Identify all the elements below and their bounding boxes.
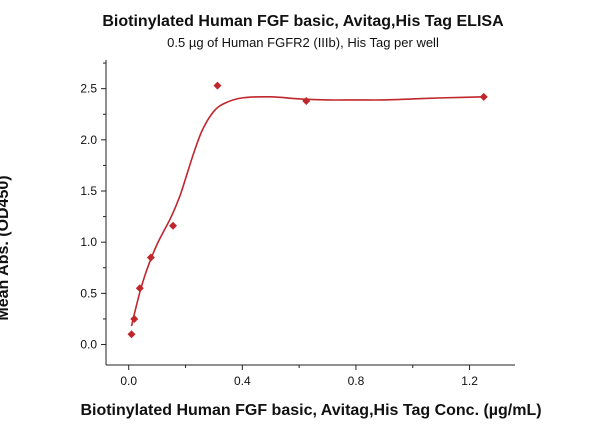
y-tick-label: 2.0 [80,133,97,147]
data-point [127,330,136,339]
chart-subtitle: 0.5 µg of Human FGFR2 (IIIb), His Tag pe… [167,35,439,50]
y-tick-label: 1.5 [80,184,97,198]
x-tick-label: 0.8 [348,374,365,388]
y-tick-label: 0.0 [80,338,97,352]
y-axis-title: Mean Abs. (OD450) [0,175,12,320]
data-point [146,253,155,262]
data-point [130,314,139,323]
data-point [479,92,488,101]
data-point [302,96,311,105]
fit-curve [130,95,484,327]
chart-title: Biotinylated Human FGF basic, Avitag,His… [102,13,504,30]
axes-layer: 0.0 0.5 1.0 1.5 2.0 2.5 0.0 0.4 0.8 1.2 [80,60,515,388]
fit-curve-layer [130,95,484,327]
y-tick-label: 0.5 [80,286,97,300]
y-tick-label: 1.0 [80,235,97,249]
x-tick-label: 0.4 [234,374,251,388]
data-point [169,221,178,230]
x-tick-label: 1.2 [461,374,478,388]
x-axis-title: Biotinylated Human FGF basic, Avitag,His… [80,402,541,419]
x-tick-label: 0.0 [120,374,137,388]
data-point [135,284,144,293]
y-tick-label: 2.5 [80,82,97,96]
data-points-layer [127,81,488,339]
data-point [213,81,222,90]
